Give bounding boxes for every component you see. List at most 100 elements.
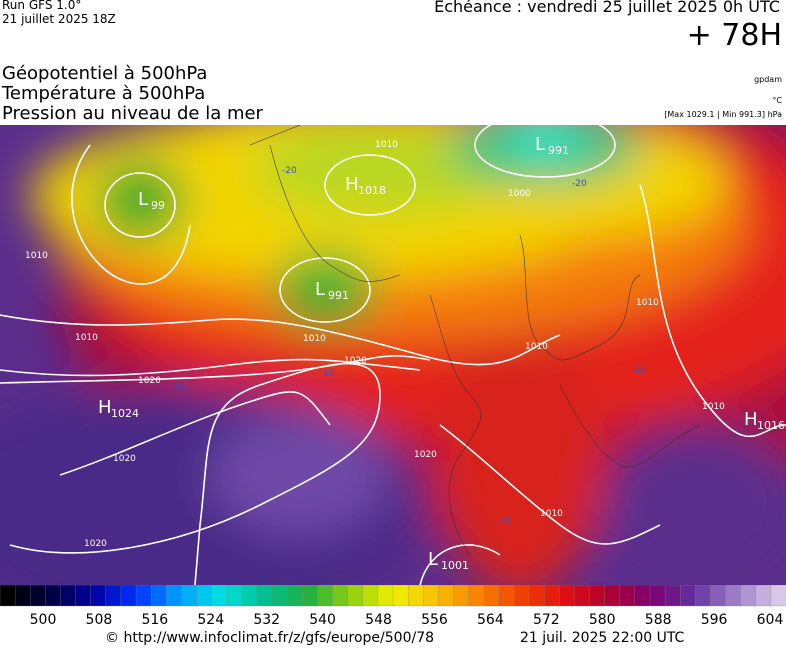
title: Température à 500hPa [2,83,206,104]
pressure-center: L 99 [138,189,165,212]
color-cell [574,585,591,607]
color-cell [544,585,560,607]
isobar-label: 1020 [138,376,161,386]
color-cell [725,585,742,607]
color-cell [695,585,712,607]
center-type: H [98,397,112,418]
color-cell [770,585,786,607]
color-cell [559,585,576,607]
coastlines [249,125,701,556]
colorbar-tick-label: 548 [365,612,392,628]
color-cell [392,585,409,607]
color-cell [468,585,485,607]
unit: gpdam [754,75,782,84]
unit: °C [772,96,782,105]
color-cell [649,585,666,607]
isobar-label: 1010 [75,333,98,343]
color-cell [135,585,152,607]
color-cell [423,585,439,607]
color-cell [604,585,621,607]
color-cell [634,585,651,607]
isobar-label: 1010 [540,509,563,519]
color-cell [196,585,213,607]
color-cell [438,585,455,607]
center-value: 1016 [757,419,785,432]
color-cell [181,585,198,607]
color-cell [619,585,636,607]
unit: [Max 1029.1 | Min 991.3] hPa [664,110,782,119]
title: Géopotentiel à 500hPa [2,63,208,84]
color-cell [302,585,319,607]
colorbar-tick-label: 508 [86,612,113,628]
temperature-field [0,125,786,585]
color-cell [498,585,515,607]
center-value: 991 [548,144,569,157]
pressure-center: L 991 [315,279,349,302]
colorbar-tick-label: 572 [533,612,560,628]
colorbar-tick-label: 564 [477,612,504,628]
color-cell [740,585,757,607]
isobar-label: 1020 [84,539,107,549]
isobar-label: 1010 [375,140,398,150]
colorbar-tick-label: 540 [309,612,336,628]
center-type: H [744,409,758,430]
isobar-label: 1010 [525,342,548,352]
center-value: 1024 [111,407,139,420]
color-cell [166,585,183,607]
center-type: L [138,189,148,210]
isotherm-label: -10 [632,366,647,376]
colorbar [0,585,786,607]
center-value: 1001 [441,559,469,572]
color-cell [453,585,470,607]
run: Run GFS 1.0° [2,0,82,12]
lead-time: + 78H [686,18,782,53]
valid-time: Echéance : vendredi 25 juillet 2025 0h U… [434,0,780,16]
color-cell [407,585,424,607]
pressure-center: H 1018 [345,174,386,197]
center-type: L [428,549,438,570]
color-cell [377,585,394,607]
pressure-center: H 1024 [98,397,139,420]
isobar-label: 1020 [113,454,136,464]
color-cell [120,585,137,607]
isobar-label: 1020 [344,356,367,366]
colorbar-tick-label: 516 [141,612,168,628]
isotherm-label: -10 [498,517,513,527]
isobar-label: 1010 [303,334,326,344]
center-value: 1018 [358,184,386,197]
center-value: 99 [151,199,165,212]
color-cell [151,585,167,607]
colorbar-tick-label: 588 [645,612,672,628]
color-cell [75,585,92,607]
isobar-label: 1010 [25,251,48,261]
color-cell [105,585,122,607]
color-cell [483,585,500,607]
color-cell [271,585,288,607]
color-cell [664,585,681,607]
colorbar-tick-label: 580 [589,612,616,628]
color-cell [226,585,243,607]
isobar-label: 1020 [414,450,437,460]
isobar-label: 1000 [508,189,531,199]
colorbar-tick-label: 500 [30,612,57,628]
isotherm-label: -20 [282,166,297,176]
color-cell [513,585,530,607]
color-cell [680,585,696,607]
source-link[interactable]: © http://www.infoclimat.fr/z/gfs/europe/… [105,630,435,646]
color-cell [30,585,46,607]
color-cell [0,585,16,607]
color-cell [45,585,62,607]
pressure-center: H 1016 [744,409,785,432]
colorbar-tick-label: 604 [757,612,784,628]
color-cell [589,585,606,607]
color-cell [60,585,77,607]
color-cell [256,585,273,607]
color-cell [211,585,228,607]
isotherm-label: -10 [172,382,187,392]
isobars [0,125,786,585]
color-cell [755,585,772,607]
center-value: 991 [328,289,349,302]
